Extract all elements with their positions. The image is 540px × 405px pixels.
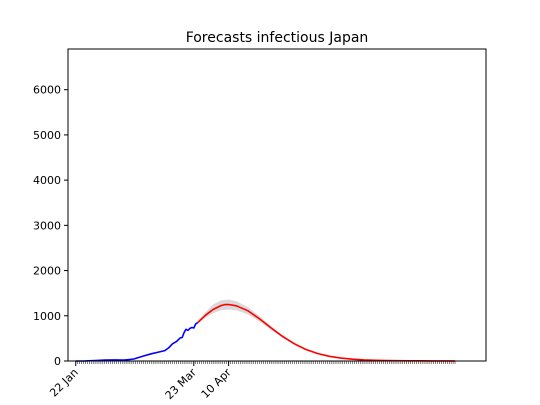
chart-title: Forecasts infectious Japan — [186, 30, 369, 46]
x-tick-label: 22 Jan — [47, 366, 81, 400]
y-tick-label: 2000 — [33, 265, 61, 278]
y-tick-label: 1000 — [33, 310, 61, 323]
x-tick-label: 23 Mar — [163, 366, 200, 403]
series-line-observed — [75, 321, 199, 362]
y-tick-label: 0 — [54, 355, 61, 368]
y-axis: 0 1000 2000 3000 4000 5000 6000 — [33, 84, 68, 368]
plot-frame — [67, 48, 487, 362]
series-layer — [75, 303, 455, 362]
y-tick-label: 5000 — [33, 129, 61, 142]
x-axis: 22 Jan 23 Mar 10 Apr — [47, 361, 456, 403]
confidence-band — [197, 299, 455, 361]
x-tick-label: 10 Apr — [199, 366, 234, 401]
series-line-forecast — [197, 303, 455, 362]
y-tick-label: 3000 — [33, 219, 61, 232]
confidence-band-layer — [197, 299, 455, 361]
y-tick-label: 4000 — [33, 174, 61, 187]
y-tick-label: 6000 — [33, 84, 61, 97]
